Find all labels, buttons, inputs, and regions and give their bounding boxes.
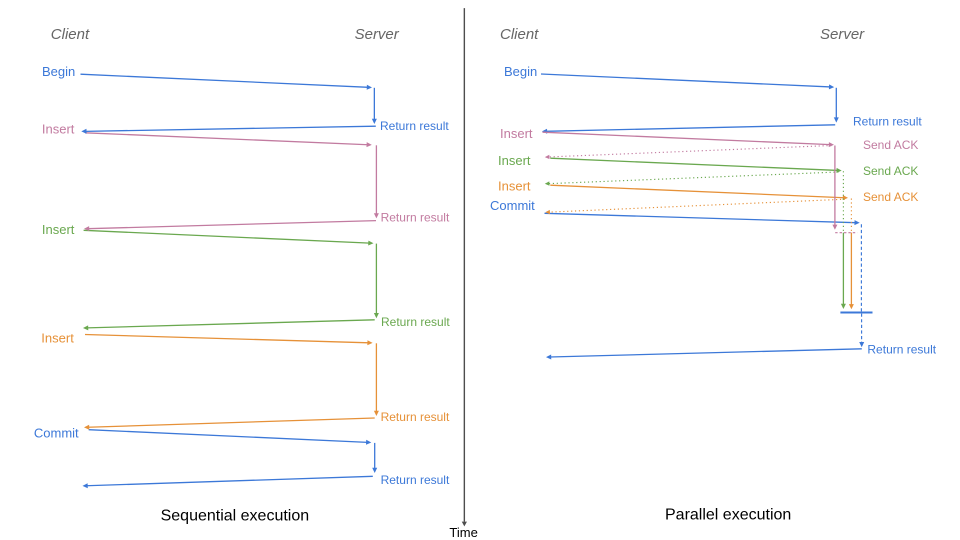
svg-text:Insert: Insert (41, 331, 74, 346)
svg-text:Parallel execution: Parallel execution (665, 507, 791, 524)
svg-text:Insert: Insert (500, 126, 533, 141)
svg-text:Commit: Commit (34, 426, 79, 441)
svg-text:Insert: Insert (498, 153, 531, 168)
svg-text:Send ACK: Send ACK (863, 190, 918, 204)
svg-text:Send ACK: Send ACK (863, 164, 918, 178)
svg-text:Insert: Insert (498, 178, 531, 193)
svg-text:Server: Server (820, 26, 865, 43)
svg-text:Server: Server (355, 26, 400, 43)
svg-text:Sequential execution: Sequential execution (161, 507, 310, 524)
svg-text:Return result: Return result (381, 211, 450, 225)
svg-text:Return result: Return result (853, 114, 922, 128)
svg-text:Return result: Return result (380, 119, 449, 133)
svg-text:Client: Client (51, 26, 90, 43)
svg-text:Commit: Commit (490, 198, 535, 213)
svg-text:Time: Time (449, 525, 477, 540)
svg-text:Return result: Return result (381, 315, 450, 329)
svg-text:Insert: Insert (42, 222, 75, 237)
svg-text:Return result: Return result (867, 342, 936, 356)
svg-text:Begin: Begin (42, 64, 75, 79)
svg-text:Return result: Return result (381, 410, 450, 424)
svg-text:Return result: Return result (381, 473, 450, 487)
svg-text:Client: Client (500, 26, 539, 43)
svg-text:Insert: Insert (42, 122, 75, 137)
svg-text:Send ACK: Send ACK (863, 138, 918, 152)
svg-text:Begin: Begin (504, 64, 537, 79)
